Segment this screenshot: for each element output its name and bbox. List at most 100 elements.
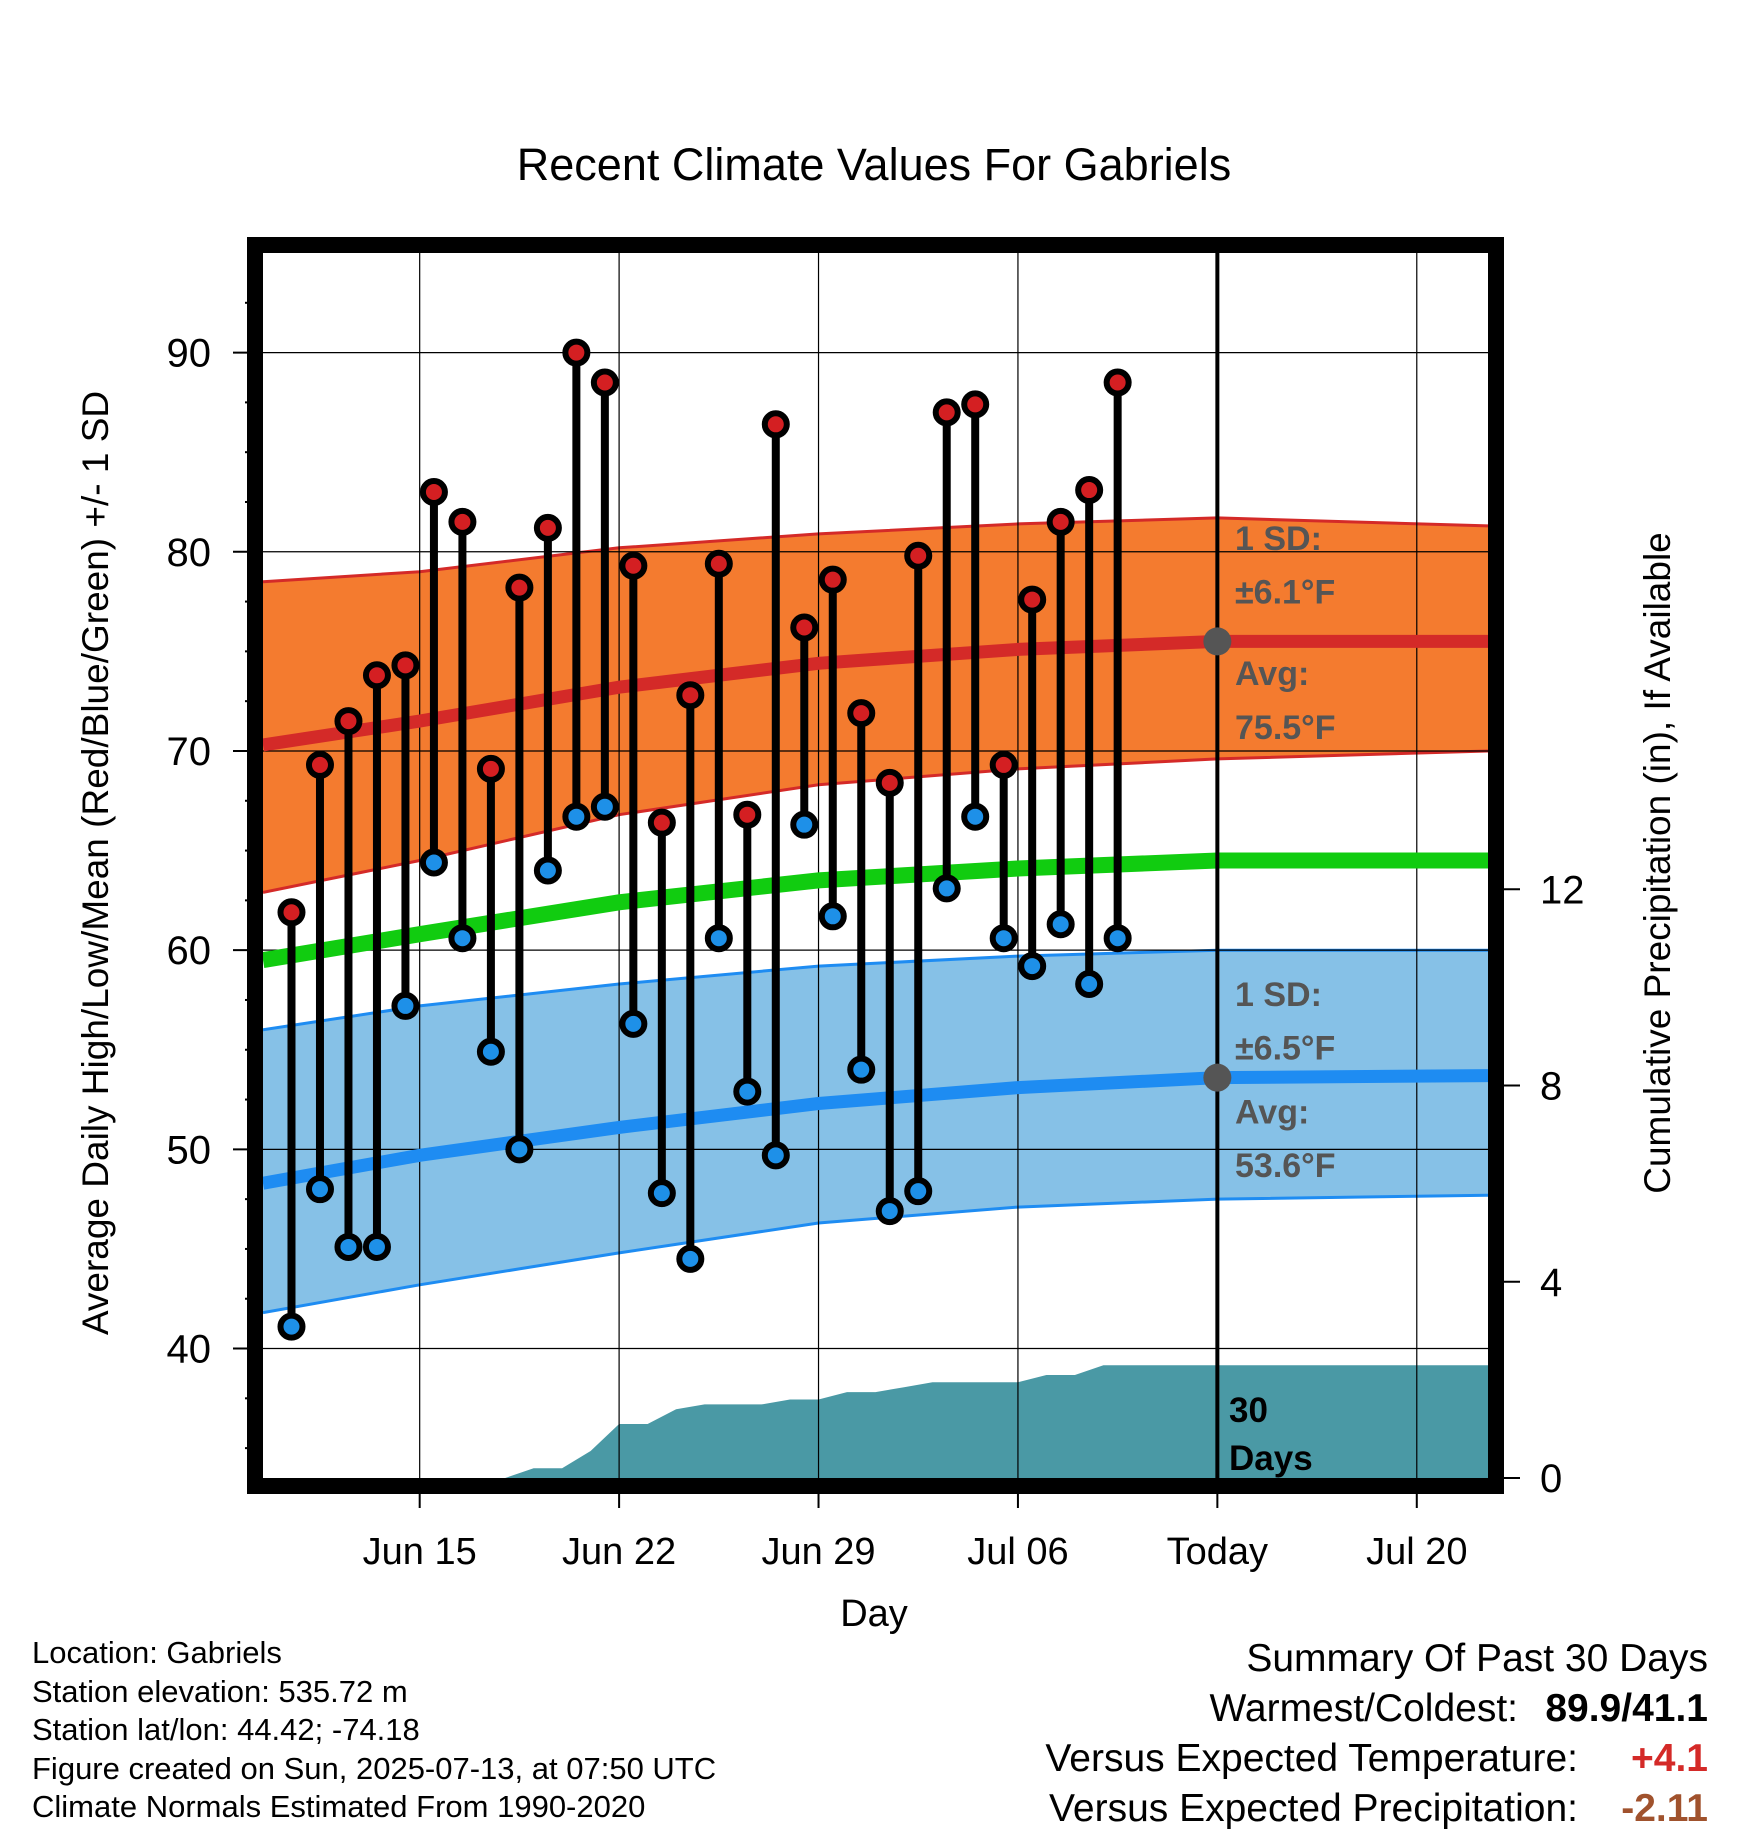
warmest-coldest-label: Warmest/Coldest: (1209, 1687, 1518, 1730)
low-temp-point (362, 1232, 391, 1261)
normals-text: Climate Normals Estimated From 1990-2020 (32, 1789, 646, 1824)
low-temp-point (847, 1055, 876, 1084)
low-temp-point (419, 848, 448, 877)
low-temp-point (505, 1135, 534, 1164)
today-high-normal-marker (1203, 627, 1232, 656)
low-sd-label: 1 SD: (1235, 976, 1322, 1014)
low-temp-point (818, 902, 847, 931)
high-temp-point (505, 573, 534, 602)
high-temp-point (1103, 368, 1132, 397)
high-temp-point (1046, 507, 1075, 536)
low-temp-point (647, 1179, 676, 1208)
temp-anomaly-value: +4.1 (1631, 1737, 1708, 1780)
high-temp-point (761, 410, 790, 439)
precip-area (263, 1365, 1488, 1478)
high-temp-point (733, 800, 762, 829)
plot-frame (247, 237, 1504, 1494)
high-temp-point (1075, 476, 1104, 505)
low-temp-point (704, 924, 733, 953)
high-temp-point (391, 651, 420, 680)
y-tick-label: 50 (167, 1128, 212, 1172)
high-temp-point (362, 661, 391, 690)
precip-tick-label: 0 (1540, 1457, 1562, 1501)
temp-anomaly-row: Versus Expected Temperature: +4.1 (1045, 1734, 1708, 1784)
y-tick-label: 90 (167, 332, 212, 376)
precip-tick-label: 8 (1540, 1065, 1562, 1109)
x-tick-label: Today (1167, 1531, 1268, 1573)
warmest-coldest-row: Warmest/Coldest: 89.9/41.1 (1045, 1684, 1708, 1734)
x-tick-label: Jun 22 (562, 1531, 676, 1573)
high-avg-label: Avg: (1235, 655, 1309, 693)
location-text: Location: Gabriels (32, 1635, 282, 1670)
low-sd-band (263, 950, 1488, 1313)
high-temp-point (647, 808, 676, 837)
high-temp-point (277, 898, 306, 927)
high-temp-point (904, 541, 933, 570)
high-temp-point (875, 768, 904, 797)
low-sd-value: ±6.5°F (1235, 1030, 1335, 1068)
right-axis-label: Cumulative Precipitation (in), If Availa… (1637, 532, 1678, 1194)
x-tick-label: Jul 06 (967, 1531, 1068, 1573)
precip-anomaly-row: Versus Expected Precipitation: -2.11 (1045, 1784, 1708, 1834)
low-temp-point (277, 1312, 306, 1341)
low-temp-point (676, 1244, 705, 1273)
temp-anomaly-label: Versus Expected Temperature: (1045, 1737, 1578, 1780)
high-temp-point (932, 398, 961, 427)
low-avg-value: 53.6°F (1235, 1147, 1336, 1185)
low-temp-point (1018, 952, 1047, 981)
high-temp-point (448, 507, 477, 536)
precip-anomaly-value: -2.11 (1621, 1787, 1708, 1830)
high-temp-point (989, 750, 1018, 779)
chart-title: Recent Climate Values For Gabriels (517, 139, 1231, 190)
left-axis-label: Average Daily High/Low/Mean (Red/Blue/Gr… (75, 391, 116, 1335)
high-temp-point (619, 551, 648, 580)
elevation-text: Station elevation: 535.72 m (32, 1673, 408, 1709)
low-temp-point (476, 1037, 505, 1066)
high-sd-band (263, 517, 1488, 893)
low-temp-point (989, 924, 1018, 953)
high-temp-point (1018, 585, 1047, 614)
y-tick-label: 80 (167, 531, 212, 575)
high-temp-point (533, 513, 562, 542)
precip-anomaly-label: Versus Expected Precipitation: (1049, 1787, 1578, 1830)
precip-tick-label: 12 (1540, 868, 1585, 912)
low-avg-label: Avg: (1235, 1093, 1309, 1131)
low-temp-point (305, 1175, 334, 1204)
low-temp-point (391, 991, 420, 1020)
high-temp-point (676, 681, 705, 710)
low-temp-point (448, 924, 477, 953)
low-temp-point (932, 874, 961, 903)
high-temp-point (847, 699, 876, 728)
low-temp-point (533, 856, 562, 885)
mean-normal-line (263, 852, 1488, 968)
low-temp-point (761, 1141, 790, 1170)
low-temp-point (1046, 910, 1075, 939)
high-temp-point (305, 750, 334, 779)
low-temp-point (1075, 970, 1104, 999)
low-temp-point (562, 802, 591, 831)
high-temp-point (562, 338, 591, 367)
plot-area: 1 SD: ±6.1°F Avg: 75.5°F 1 SD: ±6.5°F Avg: 53.6… (167, 237, 1585, 1573)
plot-clip-group (263, 253, 1488, 1478)
x-axis-label: Day (840, 1593, 908, 1635)
low-temp-point (1103, 924, 1132, 953)
precip-tick-label: 4 (1540, 1261, 1562, 1305)
low-temp-point (961, 802, 990, 831)
y-tick-label: 70 (167, 730, 212, 774)
window-label-line1: 30 (1229, 1391, 1268, 1430)
high-temp-point (704, 549, 733, 578)
x-tick-label: Jul 20 (1366, 1531, 1467, 1573)
high-temp-point (476, 754, 505, 783)
created-text: Figure created on Sun, 2025-07-13, at 07… (32, 1750, 717, 1786)
high-sd-label: 1 SD: (1235, 520, 1322, 558)
low-temp-point (590, 792, 619, 821)
low-temp-point (875, 1197, 904, 1226)
y-tick-label: 60 (167, 929, 212, 973)
high-temp-point (961, 390, 990, 419)
low-temp-point (733, 1077, 762, 1106)
summary-title: Summary Of Past 30 Days (1246, 1637, 1708, 1680)
x-tick-label: Jun 15 (363, 1531, 477, 1573)
y-tick-label: 40 (167, 1328, 212, 1372)
x-tick-label: Jun 29 (761, 1531, 875, 1573)
